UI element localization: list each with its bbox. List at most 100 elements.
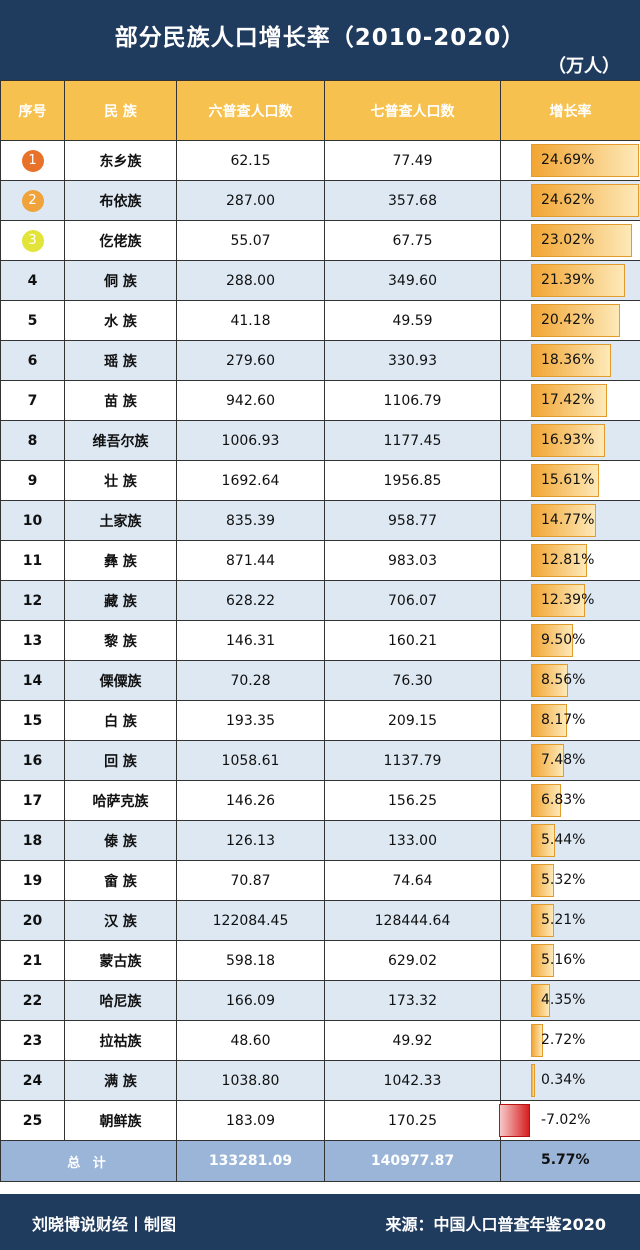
census7-cell: 49.59 [324,300,501,341]
rank-number: 16 [22,752,43,769]
growth-cell: 5.44% [500,820,640,861]
ethnicity-cell: 仡佬族 [64,220,177,261]
rank-cell: 15 [0,700,65,741]
ethnicity-cell: 回 族 [64,740,177,781]
census6-cell: 70.28 [176,660,325,701]
growth-value: 23.02% [541,232,595,248]
census6-cell: 628.22 [176,580,325,621]
table-row: 14 傈僳族 70.28 76.30 8.56% [0,660,640,701]
column-header-census7: 七普查人口数 [324,80,501,141]
ethnicity-cell: 瑶 族 [64,340,177,381]
rank-cell: 24 [0,1060,65,1101]
growth-value: 24.69% [541,152,595,168]
ethnicity-cell: 东乡族 [64,140,177,181]
census6-cell: 287.00 [176,180,325,221]
growth-cell: 16.93% [500,420,640,461]
census7-cell: 209.15 [324,700,501,741]
rank-number: 15 [22,712,43,729]
ethnicity-cell: 朝鲜族 [64,1100,177,1141]
growth-value: 6.83% [541,792,586,808]
growth-bar [531,864,554,897]
census6-cell: 1692.64 [176,460,325,501]
rank-number: 24 [22,1072,43,1089]
census6-cell: 122084.45 [176,900,325,941]
column-header-rank: 序号 [0,80,65,141]
rank-cell: 3 [0,220,65,261]
total-census7: 140977.87 [324,1140,501,1182]
total-growth-cell: 5.77% [500,1140,640,1182]
growth-bar [531,224,632,257]
growth-cell: 24.69% [500,140,640,181]
table-row: 11 彝 族 871.44 983.03 12.81% [0,540,640,581]
growth-bar [531,784,561,817]
census7-cell: 170.25 [324,1100,501,1141]
rank-cell: 25 [0,1100,65,1141]
ethnicity-cell: 畲 族 [64,860,177,901]
table-row: 2 布依族 287.00 357.68 24.62% [0,180,640,221]
census6-cell: 70.87 [176,860,325,901]
rank-cell: 4 [0,260,65,301]
growth-cell: 7.48% [500,740,640,781]
rank-cell: 16 [0,740,65,781]
rank-cell: 12 [0,580,65,621]
census6-cell: 41.18 [176,300,325,341]
growth-bar [531,1024,543,1057]
rank-number: 21 [22,952,43,969]
ethnicity-cell: 黎 族 [64,620,177,661]
census7-cell: 629.02 [324,940,501,981]
growth-bar [531,544,587,577]
growth-value: 2.72% [541,1032,586,1048]
growth-value: 14.77% [541,512,595,528]
census7-cell: 357.68 [324,180,501,221]
rank-number: 20 [22,912,43,929]
growth-bar [531,184,639,217]
growth-bar [531,144,639,177]
growth-bar [531,464,599,497]
growth-cell: 12.39% [500,580,640,621]
census6-cell: 126.13 [176,820,325,861]
rank-cell: 23 [0,1020,65,1061]
growth-cell: 23.02% [500,220,640,261]
growth-value: 24.62% [541,192,595,208]
rank-cell: 1 [0,140,65,181]
growth-cell: 14.77% [500,500,640,541]
census6-cell: 598.18 [176,940,325,981]
rank-cell: 19 [0,860,65,901]
growth-bar [531,824,555,857]
ethnicity-cell: 满 族 [64,1060,177,1101]
ethnicity-cell: 水 族 [64,300,177,341]
table-row: 9 壮 族 1692.64 1956.85 15.61% [0,460,640,501]
rank-number: 4 [27,272,38,289]
census6-cell: 48.60 [176,1020,325,1061]
census6-cell: 288.00 [176,260,325,301]
growth-value: 20.42% [541,312,595,328]
ethnicity-cell: 白 族 [64,700,177,741]
growth-cell: 9.50% [500,620,640,661]
growth-cell: 18.36% [500,340,640,381]
ethnicity-cell: 傈僳族 [64,660,177,701]
rank-cell: 11 [0,540,65,581]
rank-cell: 9 [0,460,65,501]
growth-cell: 8.17% [500,700,640,741]
rank-cell: 22 [0,980,65,1021]
table-row: 25 朝鲜族 183.09 170.25 -7.02% [0,1100,640,1141]
table-header-row: 序号 民 族 六普查人口数 七普查人口数 增长率 [0,80,640,141]
census7-cell: 128444.64 [324,900,501,941]
total-census6: 133281.09 [176,1140,325,1182]
table-row: 12 藏 族 628.22 706.07 12.39% [0,580,640,621]
growth-bar [499,1104,530,1137]
growth-bar [531,1064,535,1097]
rank-number: 14 [22,672,43,689]
rank-medal-icon: 1 [21,149,44,172]
ethnicity-cell: 拉祜族 [64,1020,177,1061]
census7-cell: 156.25 [324,780,501,821]
ethnicity-cell: 藏 族 [64,580,177,621]
table-body: 1 东乡族 62.15 77.49 24.69% 2 布依族 287.00 357.68 24.6… [0,140,640,1141]
rank-number: 22 [22,992,43,1009]
table-row: 21 蒙古族 598.18 629.02 5.16% [0,940,640,981]
census7-cell: 67.75 [324,220,501,261]
growth-cell: 17.42% [500,380,640,421]
table-row: 16 回 族 1058.61 1137.79 7.48% [0,740,640,781]
growth-cell: 21.39% [500,260,640,301]
growth-bar [531,504,596,537]
